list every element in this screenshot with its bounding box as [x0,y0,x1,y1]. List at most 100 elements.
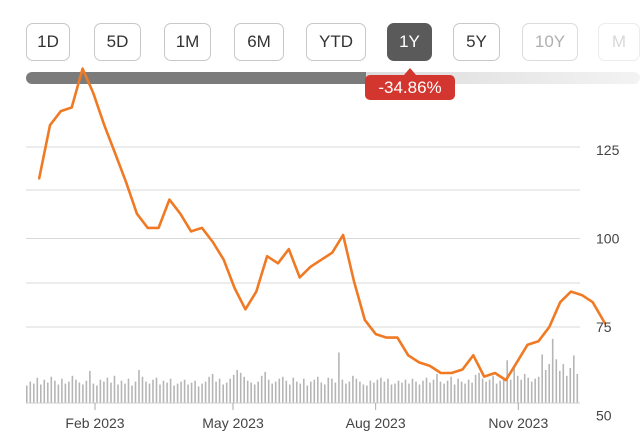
range-button-6m[interactable]: 6M [234,23,284,61]
volume-bar [89,370,91,403]
volume-bar [236,370,238,403]
x-tick-label: Aug 2023 [346,415,406,431]
range-button-m[interactable]: M [598,23,640,61]
volume-bar [64,383,67,403]
volume-bar [495,383,498,403]
volume-bar [131,385,133,403]
price-line [37,67,607,382]
volume-bar [559,370,561,403]
volume-bar [103,381,105,403]
volume-bar [68,381,70,403]
volume-bar [499,380,501,403]
volume-bar [327,377,330,403]
volume-bar [439,381,442,403]
volume-bar [26,385,28,403]
volume-bar [215,381,217,403]
volume-bar [120,380,123,403]
volume-bar [113,375,116,403]
volume-bar [99,379,102,403]
volume-bar [485,381,487,403]
volume-bar [54,380,56,403]
volume-bar [141,376,144,403]
volume-bar [274,381,277,403]
volume-bar [127,378,130,403]
range-button-10y[interactable]: 10Y [522,23,578,61]
volume-bar [260,375,263,403]
volume-bar [96,385,98,403]
volume-bar [467,379,470,403]
volume-bar [422,380,424,403]
volume-bar [289,384,291,403]
volume-bar [457,378,459,403]
volume-bar [313,379,316,403]
range-button-1m[interactable]: 1M [164,23,211,61]
volume-bar [176,383,179,403]
volume-bar [296,381,298,403]
volume-bar [373,382,375,403]
volume-bar [239,372,242,403]
volume-bar [390,384,393,403]
volume-bar [317,376,319,403]
volume-bar [50,376,53,403]
volume-bar [436,373,438,403]
volume-bar [530,381,533,403]
volume-bar [61,378,63,403]
volume-bar [548,364,550,403]
volume-bar [432,379,435,403]
volume-bar [47,382,49,403]
volume-bar [187,384,189,403]
range-button-ytd[interactable]: YTD [306,23,366,61]
volume-bar [408,383,410,403]
volume-bar [36,377,39,403]
volume-bar [246,380,249,403]
volume-bar [443,383,445,403]
volume-bar [201,383,203,403]
volume-bar [492,375,494,403]
volume-bar [292,377,295,403]
volume-bar [544,370,547,403]
volume-bar [253,384,256,403]
volume-bar [197,386,200,403]
volume-bar [516,375,519,403]
range-button-1y[interactable]: 1Y [387,23,432,61]
volume-bar [138,370,140,403]
volume-bar [471,382,473,403]
volume-bar [474,374,477,403]
range-button-5y[interactable]: 5Y [453,23,500,61]
volume-bar [534,378,536,403]
volume-bar [159,384,161,403]
y-axis-ticks: 125 100 75 50 [596,142,620,424]
volume-bar [250,382,252,403]
volume-bar [257,381,259,403]
volume-bar [383,381,386,403]
range-scrubber[interactable] [26,72,640,84]
y-tick-label: 125 [596,142,620,158]
volume-bar [267,379,270,403]
volume-bar [92,383,95,403]
volume-bar [225,382,228,403]
volume-bar [85,380,88,403]
volume-bar [124,383,126,403]
volume-bar [429,382,431,403]
volume-bar [450,376,452,403]
range-button-5d[interactable]: 5D [94,23,141,61]
x-axis-ticks: Feb 2023 May 2023 Aug 2023 Nov 2023 [65,403,548,431]
volume-bar [576,373,579,403]
volume-bar [573,355,575,403]
volume-bar [338,352,340,403]
volume-bar [345,383,347,403]
y-tick-label: 100 [596,231,620,247]
volume-bar [341,379,344,403]
volume-bar [411,378,414,403]
volume-bar [562,364,565,403]
volume-bar [78,382,81,403]
volume-bar [166,382,168,403]
volume-bar [155,377,158,403]
volume-bar [376,379,379,403]
volume-bar [148,383,151,403]
volume-bar [415,381,417,403]
volume-bar [404,379,407,403]
volume-bar [106,377,109,403]
range-button-1d[interactable]: 1D [26,23,70,61]
volume-bar [527,377,529,403]
